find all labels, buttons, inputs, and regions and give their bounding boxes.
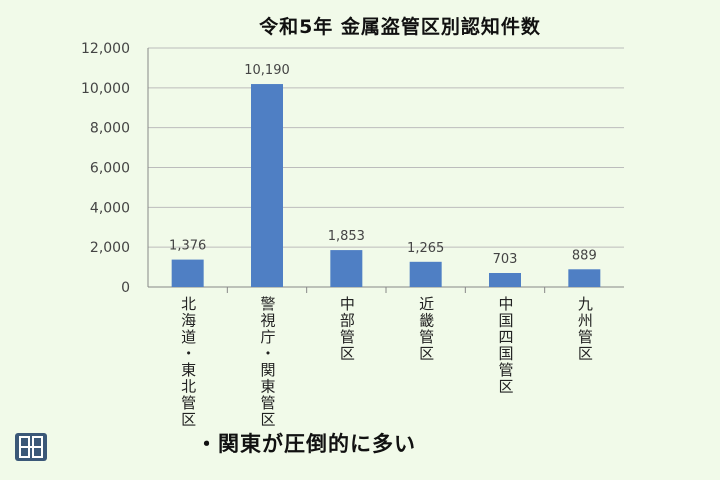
data-label: 10,190 xyxy=(244,63,290,78)
data-label: 703 xyxy=(493,252,518,267)
y-tick-label: 10,000 xyxy=(81,81,130,97)
bar xyxy=(568,269,601,287)
bar xyxy=(409,261,442,287)
x-tick-label: 中部管区 xyxy=(340,295,355,363)
x-tick-label: 警視庁・関東管区 xyxy=(260,295,275,429)
data-label: 1,265 xyxy=(407,241,444,256)
x-tick-label: 北海道・東北管区 xyxy=(181,295,196,429)
y-tick-label: 12,000 xyxy=(81,41,130,57)
data-label: 889 xyxy=(572,248,597,263)
y-tick-label: 0 xyxy=(121,280,130,296)
data-label: 1,376 xyxy=(169,239,206,254)
x-tick-label: 中国四国管区 xyxy=(498,295,513,396)
bar xyxy=(171,259,204,287)
y-tick-label: 6,000 xyxy=(90,161,130,177)
y-tick-label: 4,000 xyxy=(90,200,130,216)
data-label: 1,853 xyxy=(328,229,365,244)
y-tick-label: 8,000 xyxy=(90,121,130,137)
y-tick-label: 2,000 xyxy=(90,240,130,256)
bar xyxy=(330,250,363,287)
bar xyxy=(251,84,283,287)
bar xyxy=(489,272,521,287)
takeaway-note: ・関東が圧倒的に多い xyxy=(196,432,416,456)
x-tick-label: 九州管区 xyxy=(578,295,593,363)
publisher-logo xyxy=(14,432,48,462)
chart-title: 令和5年 金属盗管区別認知件数 xyxy=(259,16,541,38)
x-tick-label: 近畿管区 xyxy=(419,295,434,363)
